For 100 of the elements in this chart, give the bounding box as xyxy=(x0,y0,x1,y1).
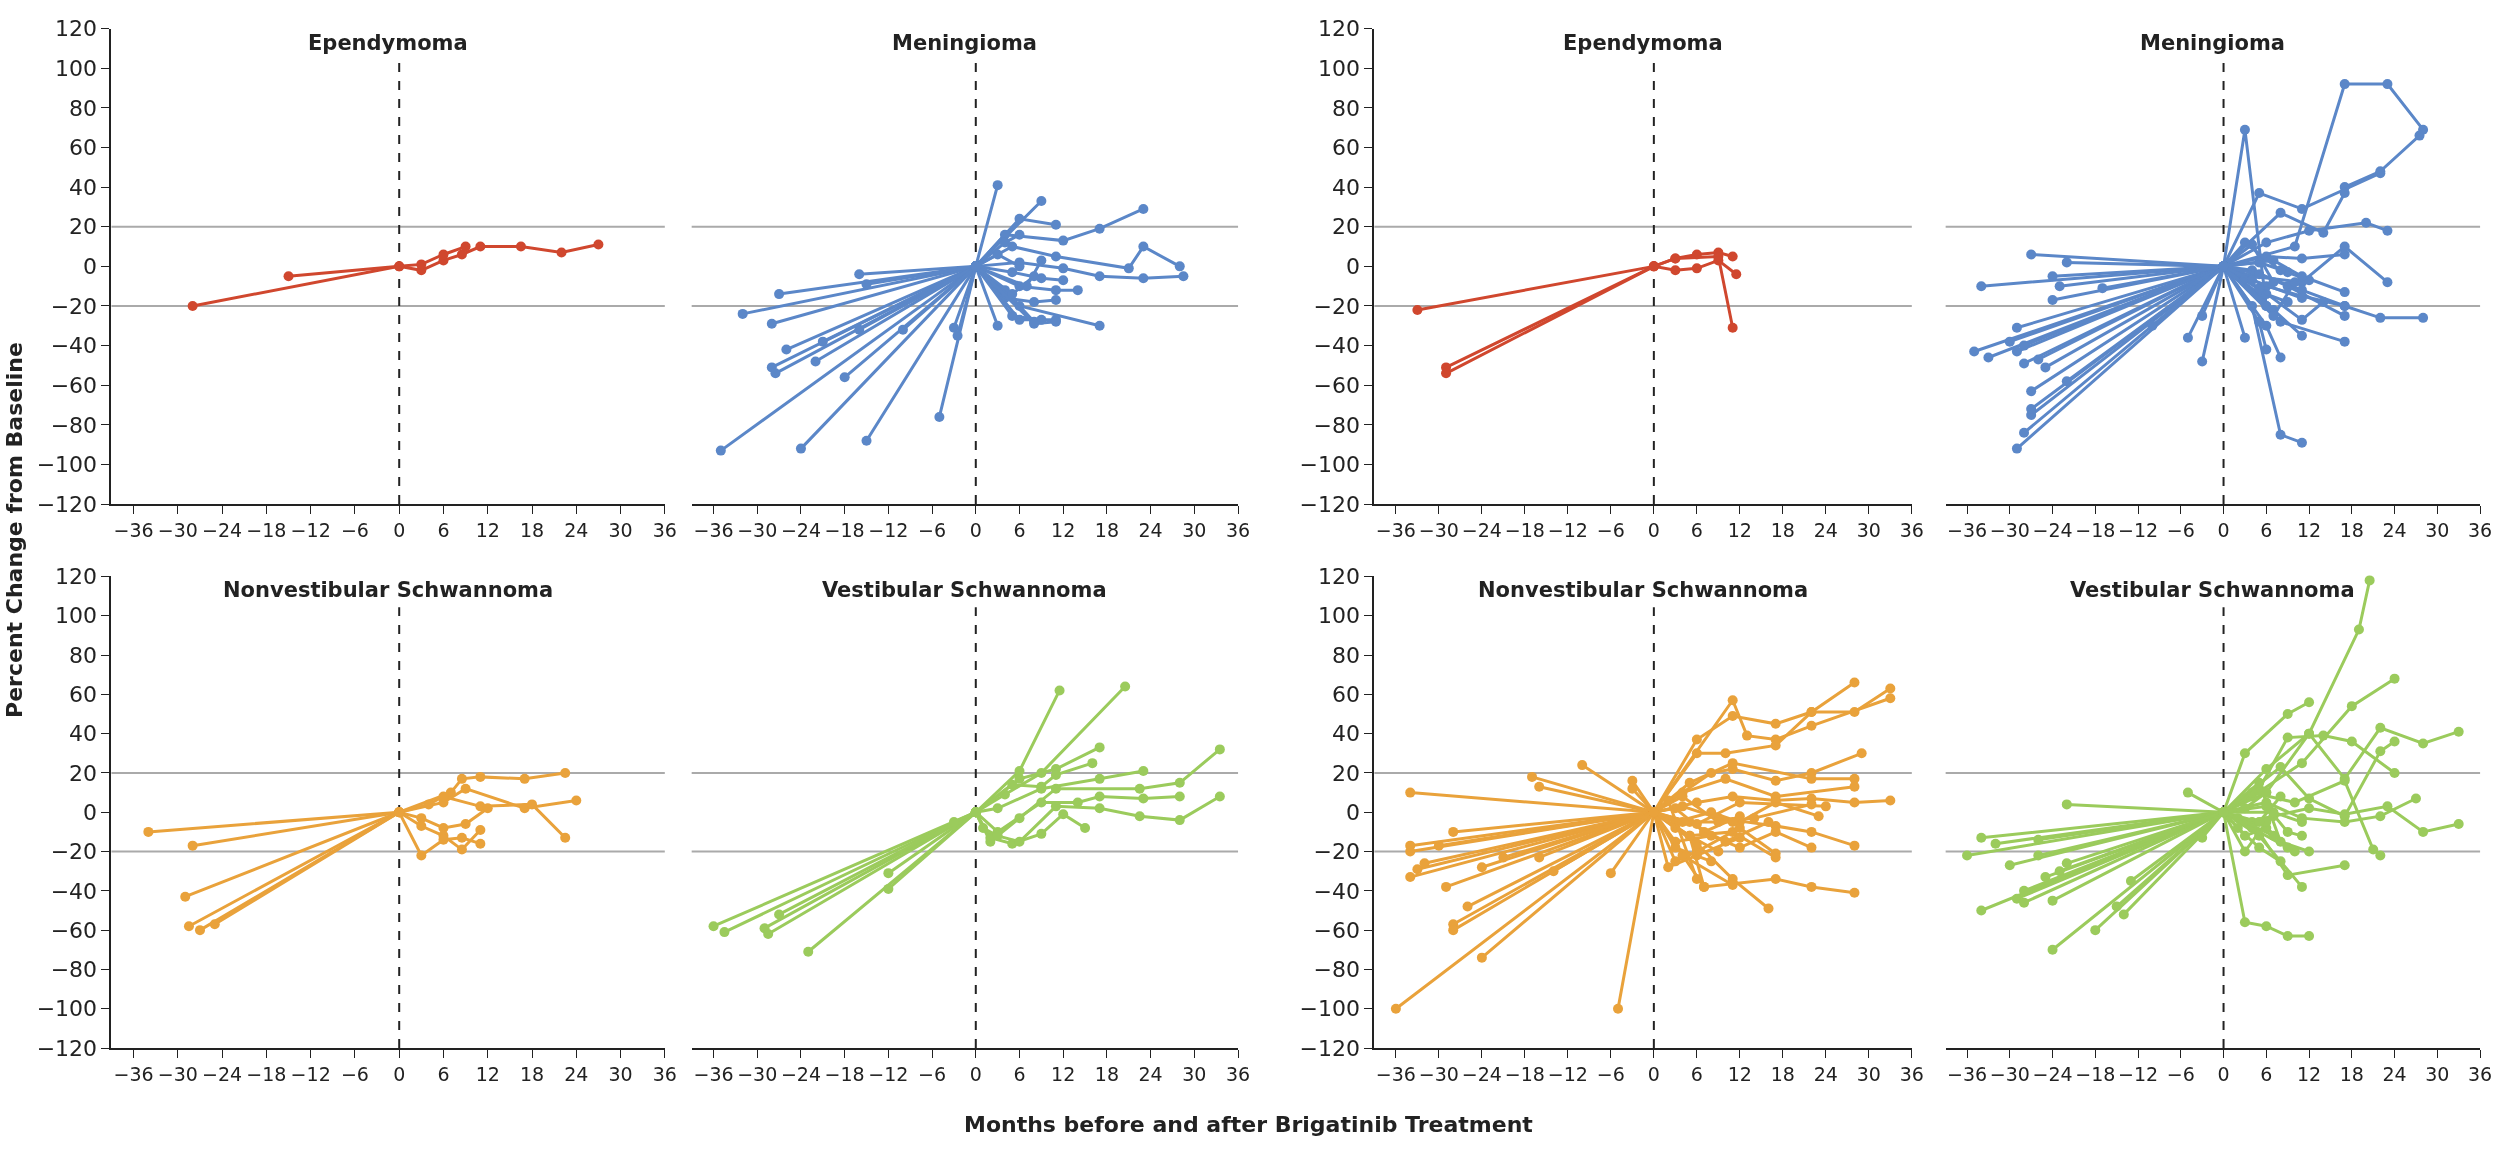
x-tick-label: 0 xyxy=(1647,518,1660,541)
y-tick-label: 60 xyxy=(69,682,98,708)
x-tick-label: 30 xyxy=(1182,518,1207,541)
x-tick-label: −30 xyxy=(1989,518,2030,541)
x-tick-label: −6 xyxy=(2166,1062,2195,1085)
y-tick-label: −100 xyxy=(1299,452,1360,478)
x-tick-label: −30 xyxy=(737,1062,778,1085)
x-tick-label: 36 xyxy=(1225,1062,1251,1085)
x-tick-label: −12 xyxy=(1547,518,1588,541)
x-tick-label: −30 xyxy=(157,1062,198,1085)
y-tick-label: −80 xyxy=(50,957,98,983)
x-tick-label: −12 xyxy=(290,1062,331,1085)
x-tick-label: 12 xyxy=(1051,518,1076,541)
x-tick-label: 12 xyxy=(1727,1062,1752,1085)
x-tick-label: 6 xyxy=(437,1062,450,1085)
x-tick-label: 0 xyxy=(393,518,406,541)
x-tick-label: −24 xyxy=(202,1062,243,1085)
x-tick-label: 0 xyxy=(1647,1062,1660,1085)
y-tick-label: −40 xyxy=(1313,878,1360,904)
chart-title: Vestibular Schwannoma xyxy=(2070,578,2355,602)
y-tick-label: 100 xyxy=(1317,603,1360,629)
x-tick-label: −18 xyxy=(824,518,865,541)
x-tick-label: 12 xyxy=(2296,518,2322,541)
y-tick-label: 120 xyxy=(1317,564,1360,590)
x-tick-label: 0 xyxy=(969,518,982,541)
x-tick-label: −18 xyxy=(1504,1062,1545,1085)
y-tick-label: 20 xyxy=(1331,214,1360,240)
x-tick-label: −24 xyxy=(780,518,821,541)
x-tick-label: −12 xyxy=(2117,518,2159,541)
y-tick-label: −80 xyxy=(50,412,98,438)
x-tick-label: 12 xyxy=(2296,1062,2322,1085)
x-tick-label: −18 xyxy=(246,1062,287,1085)
y-tick-label: −80 xyxy=(1313,957,1360,983)
x-tick-label: 12 xyxy=(475,1062,500,1085)
x-tick-label: 6 xyxy=(1690,1062,1703,1085)
x-tick-label: 24 xyxy=(564,1062,589,1085)
y-tick-label: 100 xyxy=(1317,55,1360,81)
x-tick-label: −36 xyxy=(693,518,734,541)
x-tick-label: 36 xyxy=(1225,518,1251,541)
y-tick-label: 120 xyxy=(55,564,98,590)
x-tick-label: −6 xyxy=(1596,518,1625,541)
x-tick-label: −12 xyxy=(290,518,331,541)
y-tick-label: 40 xyxy=(69,721,98,747)
x-tick-label: 18 xyxy=(2339,1062,2364,1085)
x-tick-label: 24 xyxy=(1138,518,1163,541)
x-tick-label: 0 xyxy=(393,1062,406,1085)
y-tick-label: 40 xyxy=(1331,174,1360,200)
x-tick-label: 24 xyxy=(564,518,589,541)
x-tick-label: −36 xyxy=(113,518,154,541)
y-tick-label: −40 xyxy=(50,333,98,359)
x-tick-label: 36 xyxy=(652,1062,677,1085)
y-tick-label: −40 xyxy=(50,878,98,904)
x-tick-label: 6 xyxy=(2260,518,2273,541)
x-tick-label: 24 xyxy=(1813,518,1838,541)
y-tick-label: 60 xyxy=(1331,682,1360,708)
x-tick-label: −18 xyxy=(2075,1062,2116,1085)
y-tick-label: 20 xyxy=(1331,760,1360,786)
y-tick-label: −60 xyxy=(1313,372,1360,398)
x-tick-label: 12 xyxy=(475,518,500,541)
y-tick-label: −120 xyxy=(36,1035,98,1061)
chart-title: Meningioma xyxy=(892,31,1037,55)
x-tick-label: 6 xyxy=(1690,518,1703,541)
x-tick-label: 18 xyxy=(1094,1062,1120,1085)
x-tick-label: 18 xyxy=(1770,518,1795,541)
x-tick-label: 24 xyxy=(1813,1062,1838,1085)
y-tick-label: 120 xyxy=(1317,16,1360,42)
y-tick-label: −100 xyxy=(36,452,98,478)
x-tick-label: 0 xyxy=(969,1062,982,1085)
x-tick-label: 0 xyxy=(2217,518,2230,541)
y-tick-label: 120 xyxy=(55,16,98,42)
x-tick-label: −6 xyxy=(340,1062,369,1085)
x-tick-label: −36 xyxy=(1946,1062,1988,1085)
y-tick-label: −20 xyxy=(50,293,98,319)
x-tick-label: 24 xyxy=(1138,1062,1163,1085)
y-tick-label: −120 xyxy=(1299,491,1360,517)
x-tick-label: −6 xyxy=(918,1062,947,1085)
y-tick-label: −40 xyxy=(1313,333,1360,359)
y-tick-label: 80 xyxy=(69,95,98,121)
x-tick-label: 6 xyxy=(1013,518,1026,541)
x-tick-label: 36 xyxy=(652,518,677,541)
x-tick-label: −12 xyxy=(868,518,909,541)
x-tick-label: −30 xyxy=(1418,1062,1459,1085)
x-tick-label: 24 xyxy=(2382,1062,2407,1085)
x-tick-label: −30 xyxy=(1418,518,1459,541)
chart-title: Nonvestibular Schwannoma xyxy=(223,578,554,602)
x-tick-label: 12 xyxy=(1051,1062,1076,1085)
y-tick-label: −80 xyxy=(1313,412,1360,438)
x-tick-label: 24 xyxy=(2382,518,2407,541)
y-tick-label: 20 xyxy=(69,214,98,240)
y-tick-label: −100 xyxy=(1299,996,1360,1022)
x-tick-label: −30 xyxy=(1989,1062,2030,1085)
x-tick-label: −30 xyxy=(737,518,778,541)
x-tick-label: −30 xyxy=(157,518,198,541)
x-tick-label: −18 xyxy=(246,518,287,541)
y-tick-label: −100 xyxy=(36,996,98,1022)
y-tick-label: −60 xyxy=(50,917,98,943)
y-tick-label: 0 xyxy=(1345,799,1360,825)
x-tick-label: 30 xyxy=(1856,1062,1881,1085)
x-tick-label: −24 xyxy=(780,1062,821,1085)
y-tick-label: 80 xyxy=(1331,642,1360,668)
